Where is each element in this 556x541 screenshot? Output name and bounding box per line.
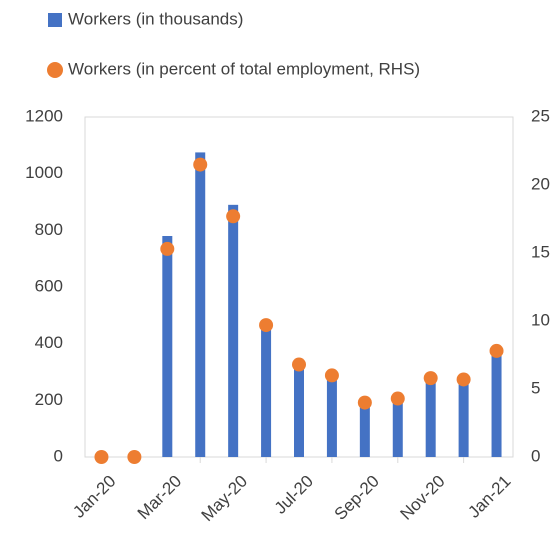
y-tick-label: 600 — [35, 276, 63, 295]
bar — [326, 374, 337, 457]
bar — [491, 349, 502, 457]
dot — [390, 391, 405, 406]
dot — [423, 371, 438, 386]
dot — [324, 368, 339, 383]
x-tick-label: Sep-20 — [331, 472, 383, 524]
x-tick-label: May-20 — [198, 472, 252, 526]
bar — [458, 379, 469, 457]
y-tick-label: 400 — [35, 333, 63, 352]
bar — [228, 204, 239, 457]
bar — [195, 152, 206, 457]
x-tick-label: Jan-20 — [69, 472, 119, 522]
dot — [94, 450, 109, 464]
y-tick-label: 800 — [35, 220, 63, 239]
bar — [359, 400, 370, 457]
dot — [357, 395, 372, 410]
dot — [160, 241, 175, 256]
legend-swatch — [48, 13, 62, 27]
bar — [261, 323, 272, 457]
legend-swatch — [47, 62, 63, 78]
dot — [127, 450, 142, 464]
dot — [226, 209, 241, 224]
legend-label: Workers (in thousands) — [68, 9, 243, 28]
bar — [392, 397, 403, 457]
dot — [292, 357, 306, 372]
x-tick-label: Mar-20 — [134, 472, 186, 524]
y2-tick-label: 25 — [531, 106, 550, 125]
x-tick-label: Jul-20 — [271, 472, 317, 518]
y-tick-label: 1200 — [25, 106, 63, 125]
bar — [294, 363, 304, 457]
bar — [162, 236, 173, 457]
dot — [259, 318, 274, 333]
y2-tick-label: 15 — [531, 242, 550, 261]
dot — [456, 372, 471, 387]
legend-label: Workers (in percent of total employment,… — [68, 59, 420, 78]
y2-tick-label: 20 — [531, 174, 550, 193]
y-tick-label: 1000 — [25, 163, 63, 182]
y-tick-label: 200 — [35, 390, 63, 409]
x-tick-label: Nov-20 — [396, 472, 448, 524]
y-tick-label: 0 — [54, 446, 63, 465]
dot — [489, 343, 504, 358]
y2-tick-label: 0 — [531, 446, 540, 465]
dot — [193, 157, 208, 172]
y2-tick-label: 5 — [531, 378, 540, 397]
y2-tick-label: 10 — [531, 310, 550, 329]
bar — [425, 377, 436, 457]
x-tick-label: Jan-21 — [464, 472, 514, 522]
